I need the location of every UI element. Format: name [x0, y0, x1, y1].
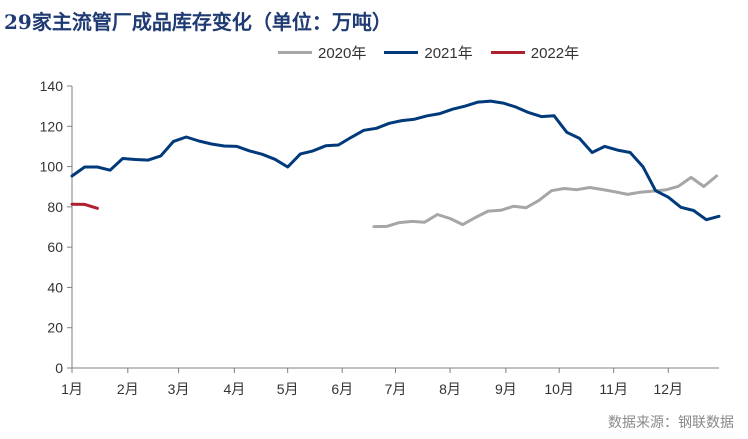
y-axis: 0 20 40 60 80 100 120 140 [40, 78, 73, 376]
legend-label-2021: 2021年 [424, 44, 473, 62]
x-tick-label: 1月 [61, 381, 83, 397]
series-line-2020 [372, 174, 718, 229]
source-note: 数据来源：钢联数据 [608, 415, 734, 431]
legend-label-2020: 2020年 [318, 44, 367, 62]
x-tick-label: 3月 [168, 381, 190, 397]
x-tick-label: 5月 [277, 381, 299, 397]
x-tick-label: 11月 [599, 381, 628, 397]
chart-title: 29家主流管厂成品库存变化（单位：万吨） [4, 10, 392, 34]
y-tick-label: 0 [55, 360, 63, 376]
x-tick-label: 4月 [223, 381, 245, 397]
x-tick-label: 9月 [495, 381, 517, 397]
legend-swatch-2021 [384, 50, 419, 54]
legend-swatch-2020 [278, 50, 312, 54]
y-tick-label: 40 [47, 279, 63, 295]
legend-item-2022: 2022年 [490, 42, 580, 63]
x-tick-label: 12月 [653, 381, 683, 397]
legend-swatch-2022 [490, 50, 525, 54]
y-tick-label: 20 [47, 320, 63, 336]
y-tick-label: 100 [40, 159, 64, 175]
legend-item-2021: 2021年 [384, 42, 473, 63]
legend: 2020年 2021年 2022年 [278, 40, 579, 64]
y-tick-label: 120 [40, 118, 64, 134]
y-tick-label: 80 [47, 199, 63, 215]
x-tick-label: 2月 [117, 381, 139, 397]
series-line-2021 [70, 99, 721, 222]
y-tick-label: 140 [40, 78, 64, 94]
x-axis: 1月 2月 3月 4月 5月 6月 7月 8月 9月 10月 11月 12月 [61, 367, 719, 397]
legend-item-2020: 2020年 [278, 42, 366, 63]
x-tick-label: 8月 [439, 381, 461, 397]
legend-label-2022: 2022年 [530, 44, 580, 62]
y-tick-label: 60 [47, 239, 63, 255]
x-tick-label: 7月 [385, 381, 407, 397]
series-line-2022 [70, 202, 99, 210]
x-tick-label: 6月 [331, 381, 353, 397]
series-lines [70, 99, 721, 229]
x-tick-label: 10月 [544, 381, 574, 397]
